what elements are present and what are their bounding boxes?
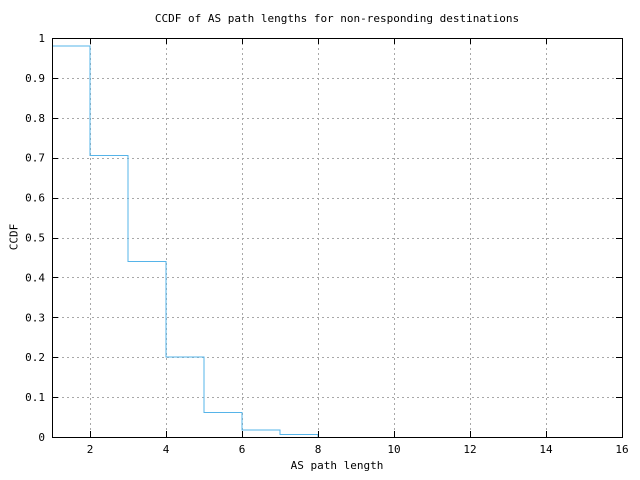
y-tick-label: 0.5 xyxy=(25,232,45,245)
y-tick-label: 0.2 xyxy=(25,351,45,364)
y-tick-label: 0.7 xyxy=(25,152,45,165)
x-tick-label: 2 xyxy=(87,443,94,456)
x-tick-label: 4 xyxy=(163,443,170,456)
y-tick-label: 0 xyxy=(38,431,45,444)
ccdf-step-line xyxy=(52,45,319,437)
x-axis-label: AS path length xyxy=(290,459,384,472)
x-tick-label: 16 xyxy=(615,443,628,456)
chart-title: CCDF of AS path lengths for non-respondi… xyxy=(154,12,520,25)
y-tick-label: 0.1 xyxy=(25,391,45,404)
y-tick-label: 1 xyxy=(38,32,45,45)
x-tick-label: 14 xyxy=(539,443,553,456)
y-tick-label: 0.8 xyxy=(25,112,45,125)
y-tick-label: 0.3 xyxy=(25,311,45,324)
x-tick-label: 8 xyxy=(315,443,322,456)
x-tick-label: 6 xyxy=(239,443,246,456)
x-tick-label: 10 xyxy=(387,443,400,456)
y-tick-label: 0.9 xyxy=(25,72,45,85)
x-tick-label: 12 xyxy=(463,443,476,456)
y-tick-label: 0.4 xyxy=(25,271,45,284)
y-tick-label: 0.6 xyxy=(25,192,45,205)
